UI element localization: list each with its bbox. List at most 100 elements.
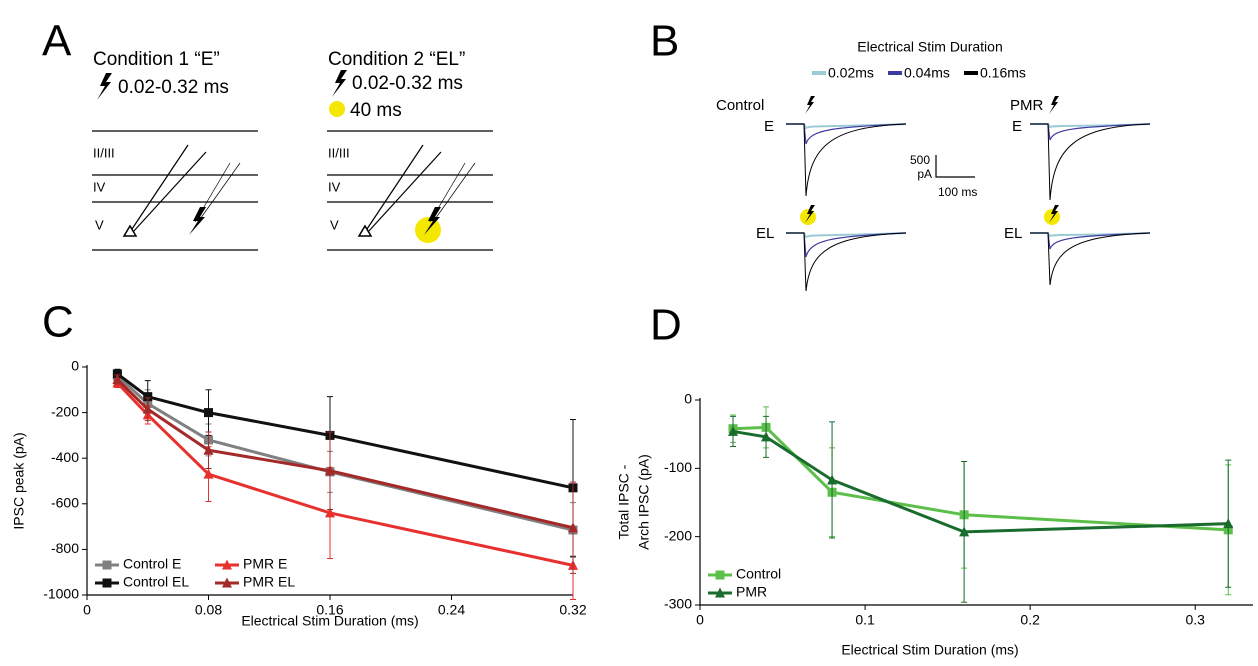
x-tick-label: 0.2 — [1020, 612, 1040, 628]
y-tick-label: 0 — [71, 358, 79, 374]
trace — [1030, 123, 1151, 201]
legend-marker — [715, 587, 725, 598]
stim-icon — [805, 205, 815, 223]
row-label: E — [1012, 118, 1022, 135]
x-axis-label: Electrical Stim Duration (ms) — [841, 642, 1018, 658]
panel-b: Electrical Stim Duration Control PMR E E… — [716, 39, 1044, 242]
layer-lines — [327, 130, 493, 251]
trace — [1030, 232, 1151, 250]
trace — [786, 123, 907, 197]
layer-label: II/III — [93, 145, 115, 160]
y-tick-label: -800 — [51, 540, 79, 556]
panel-label: C — [42, 298, 74, 347]
x-tick-label: 0.1 — [855, 612, 875, 628]
y-tick-label: -600 — [51, 495, 79, 511]
y-tick-label: -300 — [664, 596, 692, 612]
row-label: EL — [756, 225, 774, 242]
trace — [786, 123, 907, 145]
legend-title: Electrical Stim Duration — [857, 39, 1003, 55]
stim-icon — [332, 70, 347, 97]
y-tick-label: -200 — [664, 527, 692, 543]
x-axis-label: Electrical Stim Duration (ms) — [241, 613, 418, 629]
panel-label: B — [650, 17, 679, 66]
trace — [786, 232, 907, 258]
y-axis-label: Arch IPSC (pA) — [636, 454, 652, 550]
row-label: E — [764, 118, 774, 135]
marker — [827, 474, 838, 485]
x-tick-label: 0.3 — [1185, 612, 1205, 628]
legend-marker — [222, 559, 232, 570]
condition-title: Condition 1 “E” — [93, 49, 220, 70]
row-label: EL — [1004, 225, 1022, 242]
trace — [1030, 232, 1151, 286]
stim-icon — [1049, 96, 1059, 114]
scale-label: 500 — [910, 153, 930, 167]
group-label: PMR — [1010, 97, 1044, 114]
layer-lines — [92, 130, 258, 251]
panel-label: A — [42, 17, 72, 66]
marker — [204, 408, 213, 418]
trace — [1030, 123, 1151, 141]
legend-label: Control — [736, 566, 781, 582]
y-tick-label: -100 — [664, 459, 692, 475]
y-tick-label: 0 — [684, 391, 692, 407]
stim-icon — [424, 207, 441, 235]
scale-label: 100 ms — [938, 185, 977, 199]
stim-icon — [805, 96, 815, 114]
layer-label: IV — [93, 179, 106, 194]
series-line — [732, 425, 1229, 532]
y-axis-label: IPSC peak (pA) — [11, 432, 27, 529]
stim-icon — [1049, 205, 1059, 223]
scale-label: pA — [917, 167, 932, 181]
trace — [786, 232, 907, 292]
legend-label: PMR — [736, 584, 767, 600]
layer-label: V — [330, 217, 339, 232]
marker — [325, 465, 335, 476]
layer-label: V — [95, 217, 104, 232]
legend-marker — [102, 578, 112, 588]
marker — [112, 369, 122, 379]
x-tick-label: 0.24 — [438, 602, 465, 618]
stim-duration: 0.02-0.32 ms — [118, 77, 229, 98]
panel-label: D — [650, 301, 682, 350]
x-tick-label: 0.32 — [559, 602, 586, 618]
group-label: Control — [716, 97, 764, 114]
x-tick-label: 0.16 — [316, 602, 343, 618]
y-tick-label: -1000 — [43, 586, 79, 602]
neuron — [122, 224, 138, 237]
series-line — [116, 372, 574, 490]
scale-bar — [935, 155, 975, 178]
layer-label: II/III — [328, 145, 350, 160]
y-tick-label: -400 — [51, 449, 79, 465]
neuron — [357, 224, 373, 237]
y-tick-label: -200 — [51, 403, 79, 419]
stim-icon — [189, 207, 206, 235]
marker — [143, 392, 153, 402]
x-tick-label: 0.08 — [195, 602, 222, 618]
legend-label: PMR EL — [243, 574, 295, 590]
x-tick-label: 0 — [83, 602, 91, 618]
y-axis-label: Total IPSC - — [616, 464, 632, 539]
marker — [325, 507, 335, 518]
legend-label: Control EL — [123, 574, 189, 590]
legend-label: 0.04ms — [904, 65, 950, 81]
panel-a: Condition 1 “E” 0.02-0.32 ms II/III IV V… — [92, 49, 493, 251]
marker — [761, 431, 772, 442]
stim-icon — [97, 73, 112, 100]
marker — [728, 425, 739, 436]
legend-label: 0.16ms — [980, 65, 1026, 81]
condition-title: Condition 2 “EL” — [328, 49, 465, 70]
marker — [112, 374, 123, 385]
x-tick-label: 0 — [696, 612, 704, 628]
legend-marker — [102, 560, 112, 570]
light-duration: 40 ms — [350, 100, 402, 121]
legend-marker — [715, 570, 725, 580]
legend-marker — [222, 577, 232, 588]
marker — [203, 468, 214, 479]
marker — [1223, 518, 1234, 529]
marker — [142, 403, 153, 414]
stim-duration: 0.02-0.32 ms — [352, 73, 463, 94]
legend-label: PMR E — [243, 556, 287, 572]
light-icon — [329, 101, 345, 117]
